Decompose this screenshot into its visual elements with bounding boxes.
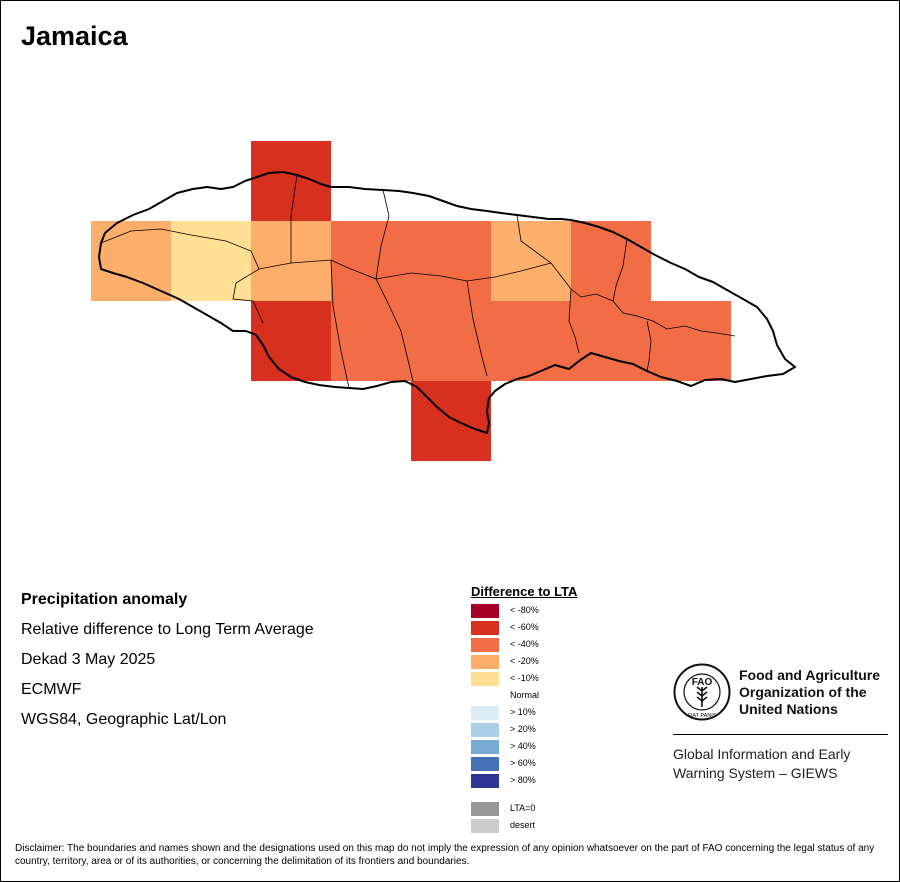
fao-logo-motto: FIAT PANIS — [687, 713, 716, 719]
parish-boundary — [345, 266, 414, 382]
legend-label: < -80% — [510, 605, 539, 615]
grid-cell — [571, 221, 651, 301]
disclaimer: Disclaimer: The boundaries and names sho… — [15, 843, 875, 867]
legend-swatch — [471, 740, 499, 754]
parish-boundary — [516, 214, 572, 290]
info-source: ECMWF — [21, 681, 82, 698]
fao-logo-letters: FAO — [692, 677, 713, 688]
map-title: Jamaica — [21, 21, 128, 51]
parish-boundary — [232, 268, 264, 324]
info-period: Dekad 3 May 2025 — [21, 651, 156, 668]
legend-swatch — [471, 621, 499, 635]
legend-label: < -60% — [510, 622, 539, 632]
grid-cell — [251, 301, 331, 381]
legend-swatch — [471, 723, 499, 737]
parish-boundary — [290, 174, 298, 263]
legend-swatch — [471, 655, 499, 669]
grid-cell — [491, 301, 571, 381]
legend-label: desert — [510, 820, 536, 830]
legend-label: > 80% — [510, 775, 536, 785]
grid-cell — [331, 221, 411, 301]
parish-boundary — [568, 288, 580, 354]
map-info: Precipitation anomaly Relative differenc… — [21, 589, 314, 739]
parish-boundary — [570, 288, 736, 337]
parish-boundary — [330, 259, 350, 389]
parish-boundary — [258, 259, 347, 270]
legend-swatch — [471, 706, 499, 720]
info-subtitle: Relative difference to Long Term Average — [21, 621, 314, 638]
legend-swatch — [471, 672, 499, 686]
info-projection: WGS84, Geographic Lat/Lon — [21, 711, 227, 728]
legend-label: > 10% — [510, 707, 536, 717]
fao-name: Food and Agriculture Organization of the… — [739, 667, 881, 717]
legend-title: Difference to LTA — [471, 584, 578, 599]
legend-label: > 20% — [510, 724, 536, 734]
anomaly-grid — [91, 141, 731, 461]
grid-cell — [411, 221, 491, 301]
grid-cell — [411, 301, 491, 381]
parish-boundary — [612, 238, 628, 302]
legend-swatch — [471, 604, 499, 618]
legend-swatch — [471, 802, 499, 816]
jamaica-coastline — [98, 171, 796, 434]
legend-swatch — [471, 819, 499, 833]
parish-boundaries — [100, 174, 736, 389]
parish-boundary — [646, 320, 652, 372]
legend-label: < -10% — [510, 673, 539, 683]
legend-swatch — [471, 689, 499, 703]
grid-cell — [91, 221, 171, 301]
giews-name: Global Information and Early Warning Sys… — [673, 746, 851, 781]
parish-boundary — [100, 228, 260, 270]
grid-cell — [331, 301, 411, 381]
wheat-icon — [696, 686, 708, 707]
info-title: Precipitation anomaly — [21, 591, 188, 608]
grid-cell — [171, 221, 251, 301]
grid-cell — [491, 221, 571, 301]
parish-boundary — [375, 189, 390, 280]
legend-label: < -40% — [510, 639, 539, 649]
legend-label: LTA=0 — [510, 803, 536, 813]
legend-swatch — [471, 774, 499, 788]
legend-swatch — [471, 757, 499, 771]
parish-boundary — [466, 280, 488, 377]
legend-label: > 60% — [510, 758, 536, 768]
grid-cell — [651, 301, 731, 381]
legend-label: < -20% — [510, 656, 539, 666]
legend: Difference to LTA < -80% < -60% < -40% <… — [471, 584, 578, 833]
fao-divider — [673, 734, 888, 735]
legend-swatch — [471, 638, 499, 652]
legend-label: Normal — [510, 690, 540, 700]
fao-logo: FAO FIAT PANIS — [673, 663, 731, 721]
legend-label: > 40% — [510, 741, 536, 751]
grid-cell — [251, 141, 331, 221]
grid-cell — [571, 301, 651, 381]
